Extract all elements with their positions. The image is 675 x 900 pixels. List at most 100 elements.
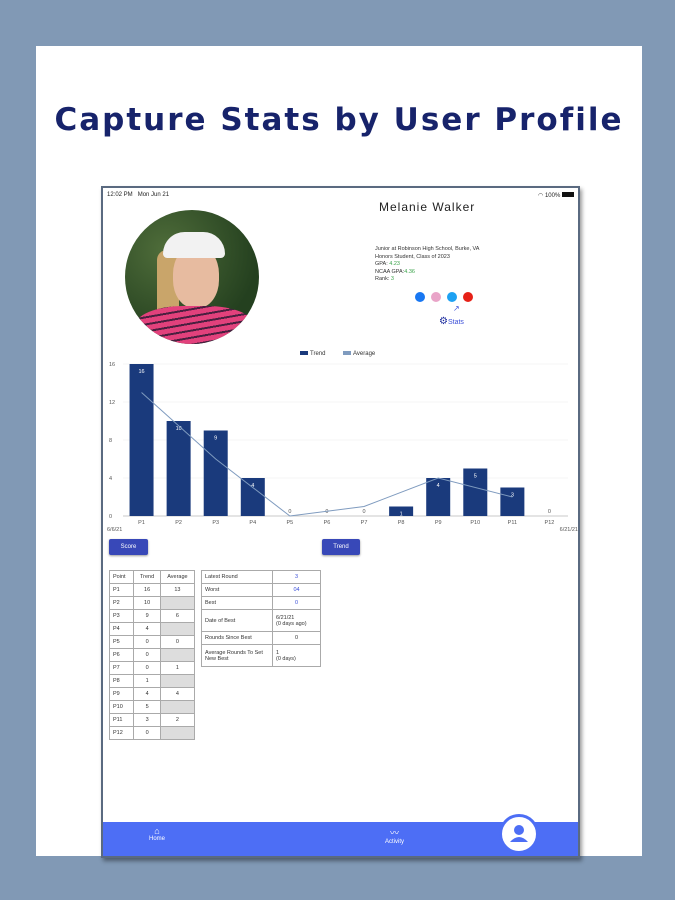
activity-icon: 〰 — [390, 828, 400, 838]
table-cell: 1 — [159, 661, 196, 675]
table-cell — [159, 596, 196, 610]
table-row: Rounds Since Best 0 — [201, 631, 321, 645]
data-label: 1 — [400, 512, 403, 518]
nav-home[interactable]: ⌂ Home — [149, 826, 165, 842]
data-label: 4 — [437, 483, 440, 489]
table-cell: P12 — [108, 726, 135, 740]
ncaa-label: NCAA GPA: — [375, 268, 405, 275]
table-cell — [159, 674, 196, 688]
data-label: 0 — [548, 509, 551, 515]
bar-P8 — [389, 506, 414, 516]
data-label: 9 — [214, 436, 217, 442]
y-tick-label: 8 — [109, 438, 112, 444]
table-row: Best 0 — [201, 596, 321, 610]
legend-average-swatch — [343, 351, 351, 355]
stats-link[interactable]: ⚙Stats — [439, 316, 464, 327]
summary-value-text: 0 — [294, 635, 299, 641]
summary-value-text: 04 — [293, 587, 300, 593]
facebook-icon[interactable] — [415, 292, 425, 302]
points-header: Average — [159, 570, 196, 584]
x-tick-label: P8 — [398, 520, 405, 526]
table-cell: 13 — [159, 583, 196, 597]
table-cell: 2 — [159, 713, 196, 727]
table-cell: 4 — [159, 687, 196, 701]
table-row: P5 0 0 — [108, 635, 196, 649]
summary-label: Date of Best — [201, 609, 273, 632]
table-row: P6 0 — [108, 648, 196, 662]
table-cell: P2 — [108, 596, 135, 610]
status-date: Mon Jun 21 — [137, 192, 170, 198]
profile-button[interactable] — [499, 814, 539, 854]
data-label: 0 — [325, 509, 328, 515]
score-button[interactable]: Score — [109, 539, 148, 555]
summary-value-text: 0 — [294, 600, 299, 606]
ncaa-gpa-value: 4.36 — [404, 268, 415, 275]
profile-bio: Junior at Robinson High School, Burke, V… — [375, 246, 479, 284]
nav-activity-label: Activity — [385, 839, 405, 845]
legend-trend-swatch — [300, 351, 308, 355]
points-header: Trend — [133, 570, 161, 584]
table-row: Worst 04 — [201, 583, 321, 597]
table-cell: 4 — [133, 622, 161, 636]
table-row: Average Rounds To Set New Best 1 (0 days) — [201, 644, 321, 667]
battery-level: 100% — [544, 193, 561, 199]
nav-activity[interactable]: 〰 Activity — [385, 826, 404, 845]
bar-P1 — [129, 364, 154, 516]
tablet-screen: 12:02 PM Mon Jun 21 ◠ 100% Melanie Walke… — [101, 186, 580, 858]
rank-label: Rank: — [375, 276, 390, 282]
table-cell: 3 — [133, 713, 161, 727]
summary-label: Best — [201, 596, 273, 610]
gpa-value: 4.23 — [389, 261, 400, 267]
summary-value-text: 6/21/21 — [276, 614, 295, 621]
start-date: 6/6/21 — [107, 527, 122, 533]
summary-value-text: 1 — [276, 649, 280, 656]
table-row: P12 0 — [108, 726, 196, 740]
twitter-icon[interactable] — [447, 292, 457, 302]
x-tick-label: P3 — [212, 520, 219, 526]
x-tick-label: P9 — [435, 520, 442, 526]
bio-honors: Honors Student, Class of 2023 — [375, 253, 450, 260]
summary-label: Latest Round — [201, 570, 273, 584]
table-cell: 0 — [133, 635, 161, 649]
table-cell: P6 — [108, 648, 135, 662]
table-cell: 6 — [159, 609, 196, 623]
profile-name: Melanie Walker — [379, 200, 476, 214]
table-cell: P4 — [108, 622, 135, 636]
gpa-label: GPA: — [375, 261, 388, 267]
home-icon: ⌂ — [154, 826, 160, 836]
x-tick-label: P4 — [249, 520, 256, 526]
table-cell: P1 — [108, 583, 135, 597]
bar-P2 — [166, 421, 191, 516]
table-cell: P7 — [108, 661, 135, 675]
summary-sub: (0 days ago) — [276, 620, 307, 627]
table-row: P2 10 — [108, 596, 196, 610]
instagram-icon[interactable] — [431, 292, 441, 302]
activity-trend-icon[interactable]: ↗ — [453, 304, 460, 313]
table-cell: 0 — [133, 661, 161, 675]
nav-home-label: Home — [149, 836, 166, 842]
table-row: P7 0 1 — [108, 661, 196, 675]
table-cell: 0 — [133, 726, 161, 740]
table-row: Latest Round 3 — [201, 570, 321, 584]
table-row: Date of Best 6/21/21 (0 days ago) — [201, 609, 321, 632]
bio-school: Junior at Robinson High School, Burke, V… — [375, 246, 480, 252]
table-cell: 10 — [133, 596, 161, 610]
summary-label: Worst — [201, 583, 273, 597]
data-label: 3 — [511, 493, 514, 499]
summary-value: 04 — [272, 583, 321, 597]
data-label: 16 — [138, 369, 144, 375]
table-cell: 5 — [133, 700, 161, 714]
trend-button[interactable]: Trend — [322, 539, 360, 555]
x-tick-label: P10 — [470, 520, 480, 526]
table-cell — [159, 726, 196, 740]
bar-P9 — [426, 478, 451, 516]
table-cell: 0 — [133, 648, 161, 662]
bar-P4 — [240, 478, 265, 516]
youtube-icon[interactable] — [463, 292, 473, 302]
table-row: P10 5 — [108, 700, 196, 714]
summary-sub: (0 days) — [276, 655, 296, 662]
battery-icon — [562, 192, 574, 197]
table-row: P4 4 — [108, 622, 196, 636]
x-tick-label: P5 — [287, 520, 294, 526]
table-cell: P10 — [108, 700, 135, 714]
